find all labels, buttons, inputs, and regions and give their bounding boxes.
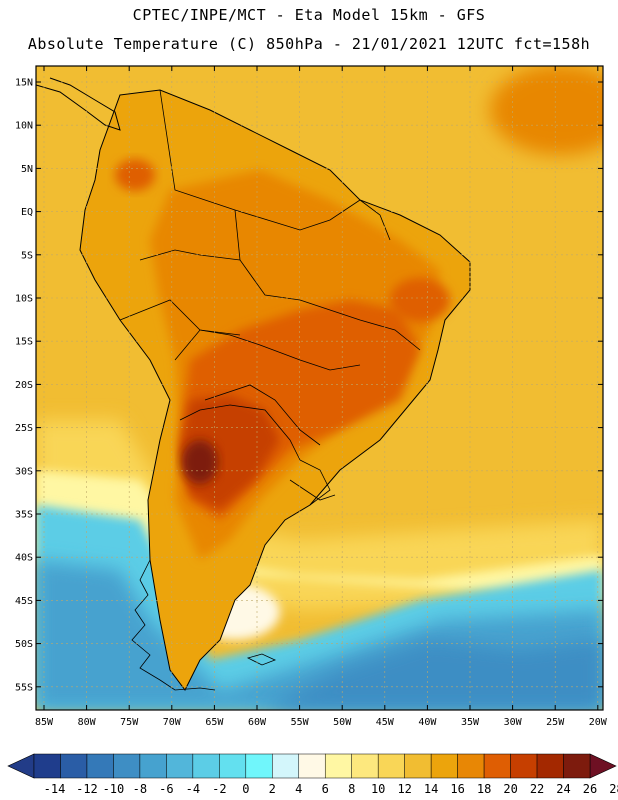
colorbar-swatch: [536, 753, 564, 779]
colorbar-swatch: [139, 753, 167, 779]
colorbar-label: 26: [583, 782, 597, 796]
lon-label: 85W: [35, 717, 54, 728]
colorbar-label: 18: [477, 782, 491, 796]
colorbar-swatch: [377, 753, 405, 779]
lat-label: 10N: [15, 121, 33, 132]
field-layer: [36, 66, 603, 710]
colorbar-swatch: [219, 753, 247, 779]
title-line-1: CPTEC/INPE/MCT - Eta Model 15km - GFS: [132, 6, 486, 24]
colorbar-swatch: [298, 753, 326, 779]
colorbar-label: 8: [348, 782, 355, 796]
lat-label: 50S: [15, 639, 33, 650]
colorbar-swatch: [166, 753, 194, 779]
lon-label: 30W: [504, 717, 523, 728]
colorbar-swatch: [404, 753, 432, 779]
colorbar-swatch: [351, 753, 379, 779]
colorbar-min-arrow: [7, 753, 35, 779]
central-america-coast: [36, 77, 121, 131]
zone-atlantic-warm: [490, 66, 603, 155]
colorbar-label: -14: [44, 782, 66, 796]
lon-label: 45W: [376, 717, 395, 728]
lon-label: 50W: [333, 717, 352, 728]
latitude-axis: 15N 10N 5N EQ 5S 10S 15S 20S 25S 30S 35S 40S 45S 50S 5…: [15, 78, 603, 693]
lon-label: 25W: [546, 717, 565, 728]
colorbar-swatch: [483, 753, 511, 779]
map-frame: [35, 65, 604, 711]
lon-label: 35W: [461, 717, 480, 728]
colorbar-swatch: [510, 753, 538, 779]
lon-label: 75W: [120, 717, 139, 728]
lon-label: 20W: [589, 717, 608, 728]
lat-label: 20S: [15, 380, 33, 391]
colorbar-label: 14: [424, 782, 438, 796]
lon-label: 65W: [205, 717, 224, 728]
colorbar-label: 6: [322, 782, 329, 796]
lat-label: 55S: [15, 682, 33, 693]
colorbar-label: 0: [242, 782, 249, 796]
colorbar-label: -8: [133, 782, 147, 796]
lat-label: 25S: [15, 423, 33, 434]
zone-northeast-hot: [390, 278, 450, 322]
coastline: [79, 89, 471, 691]
lat-label: 15S: [15, 337, 33, 348]
lat-label: 10S: [15, 294, 33, 305]
lat-label: 5N: [21, 164, 33, 175]
lat-label: 5S: [21, 250, 33, 261]
lat-label: 30S: [15, 466, 33, 477]
colorbar-swatch: [430, 753, 458, 779]
colorbar-label: 12: [397, 782, 411, 796]
colorbar-swatch: [33, 753, 61, 779]
lat-label: 45S: [15, 596, 33, 607]
colorbar-label: 20: [503, 782, 517, 796]
colorbar-swatch: [113, 753, 141, 779]
colorbar-swatch: [324, 753, 352, 779]
colorbar-label: 28: [609, 782, 618, 796]
zone-land-peak: [182, 440, 218, 484]
colorbar-swatch: [272, 753, 300, 779]
lat-label: EQ: [21, 207, 33, 218]
colorbar-label: 4: [295, 782, 302, 796]
temperature-colorbar: -14 -12 -10 -8 -6 -4 -2 0 2 4 6 8 10 12 14 16 18 20 22 24 26…: [7, 753, 618, 796]
colorbar-label: -10: [103, 782, 125, 796]
colorbar-swatch: [60, 753, 88, 779]
colorbar-label: 22: [530, 782, 544, 796]
colorbar-swatch: [563, 753, 591, 779]
chile-fjords: [131, 559, 216, 691]
colorbar-max-arrow: [589, 753, 617, 779]
zone-ocean-colder: [260, 640, 603, 710]
longitude-axis: 85W 80W 75W 70W 65W 60W 55W 50W 45W 40W 35W 30W 25W 2…: [35, 66, 608, 728]
lon-label: 70W: [163, 717, 182, 728]
colorbar-swatch: [86, 753, 114, 779]
colorbar-label: 2: [269, 782, 276, 796]
lat-label: 40S: [15, 553, 33, 564]
colorbar-swatch: [192, 753, 220, 779]
grid-lines: [36, 66, 603, 710]
colorbar-swatch: [245, 753, 273, 779]
colorbar-label: -2: [212, 782, 226, 796]
lon-label: 55W: [291, 717, 310, 728]
colorbar-label: -12: [76, 782, 98, 796]
lon-label: 80W: [78, 717, 97, 728]
lon-label: 40W: [418, 717, 437, 728]
colorbar-label: 16: [450, 782, 464, 796]
colorbar-label: -6: [159, 782, 173, 796]
colorbar-label: 10: [371, 782, 385, 796]
title-line-2: Absolute Temperature (C) 850hPa - 21/01/…: [27, 35, 591, 53]
lat-label: 15N: [15, 78, 33, 89]
falkland-islands: [246, 653, 277, 666]
colorbar-swatch: [457, 753, 485, 779]
lon-label: 60W: [248, 717, 267, 728]
lat-label: 35S: [15, 510, 33, 521]
zone-andes-north-hot: [115, 159, 155, 191]
colorbar-label: 24: [556, 782, 570, 796]
colorbar-label: -4: [186, 782, 200, 796]
